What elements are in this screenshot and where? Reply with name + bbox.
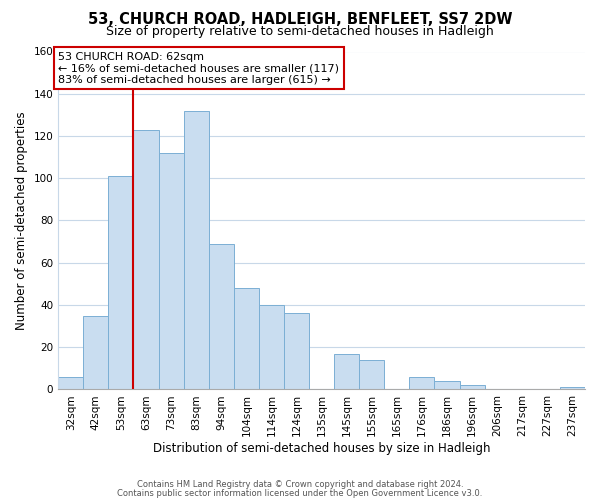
Bar [409,377,434,390]
Text: Contains HM Land Registry data © Crown copyright and database right 2024.: Contains HM Land Registry data © Crown c… [137,480,463,489]
Bar [209,244,234,390]
Text: 53, CHURCH ROAD, HADLEIGH, BENFLEET, SS7 2DW: 53, CHURCH ROAD, HADLEIGH, BENFLEET, SS7… [88,12,512,28]
Bar [58,377,83,390]
Bar [334,354,359,390]
Bar [109,176,133,390]
Text: Contains public sector information licensed under the Open Government Licence v3: Contains public sector information licen… [118,488,482,498]
Bar [133,130,158,390]
Text: Size of property relative to semi-detached houses in Hadleigh: Size of property relative to semi-detach… [106,25,494,38]
Bar [460,385,485,390]
Bar [184,110,209,390]
X-axis label: Distribution of semi-detached houses by size in Hadleigh: Distribution of semi-detached houses by … [153,442,490,455]
Bar [359,360,385,390]
Bar [83,316,109,390]
Bar [259,305,284,390]
Bar [560,388,585,390]
Bar [284,314,309,390]
Bar [158,153,184,390]
Bar [234,288,259,390]
Y-axis label: Number of semi-detached properties: Number of semi-detached properties [15,111,28,330]
Text: 53 CHURCH ROAD: 62sqm
← 16% of semi-detached houses are smaller (117)
83% of sem: 53 CHURCH ROAD: 62sqm ← 16% of semi-deta… [58,52,339,84]
Bar [434,381,460,390]
